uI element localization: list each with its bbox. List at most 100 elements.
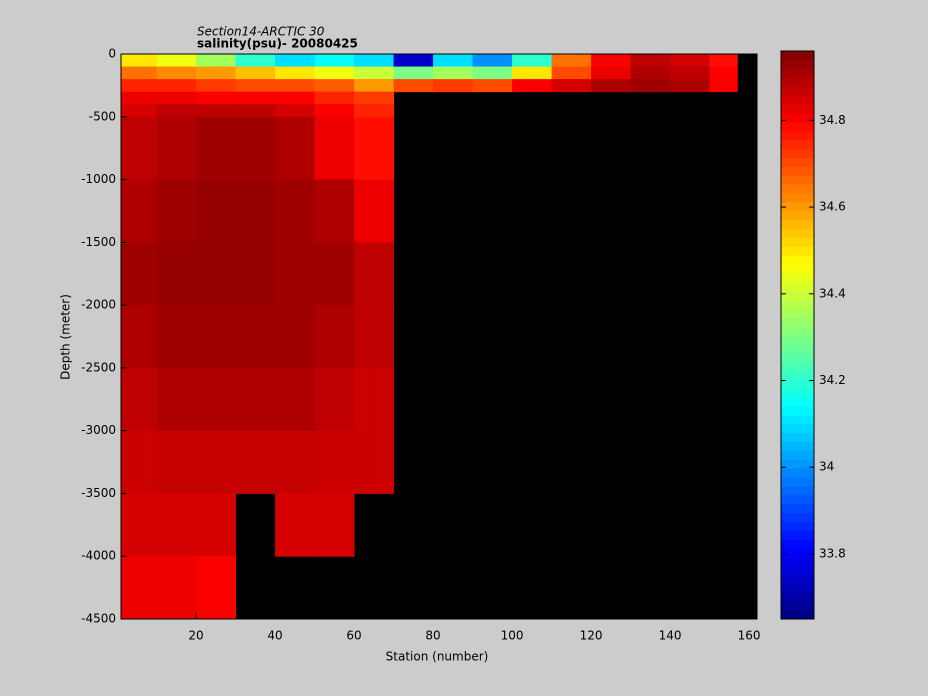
heatmap-cell — [235, 179, 276, 243]
heatmap-cell — [196, 179, 237, 243]
heatmap-cell — [314, 79, 355, 93]
heatmap-cell — [196, 556, 237, 620]
colorbar-swatch — [781, 406, 814, 416]
heatmap-cell — [235, 104, 276, 118]
x-tick-label: 100 — [501, 629, 524, 643]
heatmap-cell — [156, 305, 197, 369]
colorbar-swatch — [781, 494, 814, 505]
colorbar-swatch — [781, 51, 814, 61]
colorbar-swatch — [781, 592, 814, 602]
heatmap-cell — [551, 79, 592, 93]
heatmap-cell — [275, 179, 316, 243]
colorbar-tick-label: 34.2 — [819, 373, 846, 387]
axes: 20 40 60 80 100 120 140 160 -4500 -4000 -3500 -3000… — [81, 47, 760, 643]
colorbar-swatch — [781, 512, 814, 522]
y-tick-label: 0 — [108, 47, 116, 61]
heatmap-cell — [709, 54, 738, 68]
colorbar-swatch — [781, 361, 814, 371]
heatmap-cell — [121, 242, 158, 306]
y-tick-label: -4500 — [81, 612, 116, 626]
colorbar-swatch — [781, 228, 814, 238]
heatmap-cell — [121, 430, 158, 494]
heatmap-cell — [275, 91, 316, 105]
heatmap-cell — [354, 242, 395, 306]
colorbar-swatch — [781, 290, 814, 300]
heatmap-cell — [393, 66, 434, 80]
axes-box — [120, 53, 758, 620]
colorbar-swatch — [781, 175, 814, 185]
heatmap-cell — [196, 242, 237, 306]
heatmap-cell — [630, 79, 671, 93]
heatmap-cell — [354, 179, 395, 243]
heatmap-cell — [275, 493, 316, 557]
heatmap-cell — [314, 367, 355, 432]
heatmap-cell — [196, 116, 237, 181]
heatmap-cell — [156, 116, 197, 181]
heatmap-cell — [121, 116, 158, 181]
colorbar-swatch — [781, 255, 814, 265]
colorbar-swatch — [781, 556, 814, 567]
heatmap-cell — [551, 54, 592, 68]
heatmap-cell — [235, 430, 276, 494]
colorbar-swatch — [781, 184, 814, 194]
colorbar-swatch — [781, 264, 814, 274]
x-tick-label: 80 — [425, 629, 440, 643]
colorbar-swatch — [781, 432, 814, 442]
colorbar-swatch — [781, 59, 814, 70]
heatmap-cell — [512, 79, 553, 93]
heatmap-cell — [314, 493, 355, 557]
colorbar-tick-label: 33.8 — [819, 546, 846, 560]
heatmap-cell — [551, 66, 592, 80]
colorbar-swatch — [781, 468, 814, 478]
heatmap-cell — [314, 430, 355, 494]
heatmap-cell — [472, 66, 513, 80]
colorbar-swatch — [781, 77, 814, 87]
heatmap-cell — [314, 305, 355, 369]
heatmap-cell — [235, 79, 276, 93]
heatmap-cell — [591, 79, 632, 93]
colorbar-swatch — [781, 95, 814, 105]
colorbar-swatch — [781, 237, 814, 247]
heatmap-cell — [670, 66, 711, 80]
heatmap-cell — [121, 556, 158, 620]
colorbar-swatch — [781, 148, 814, 158]
heatmap-cell — [196, 367, 237, 432]
colorbar-swatch — [781, 530, 814, 540]
y-tick-label: -1500 — [81, 235, 116, 249]
heatmap-cell — [393, 79, 434, 93]
colorbar-swatch — [781, 388, 814, 398]
colorbar-swatch — [781, 139, 814, 150]
colorbar-swatch — [781, 335, 814, 345]
colorbar-swatch — [781, 219, 814, 229]
heatmap-cell — [235, 242, 276, 306]
x-tick-label: 120 — [580, 629, 603, 643]
heatmap-cell — [433, 54, 474, 68]
x-tick-label: 160 — [738, 629, 761, 643]
heatmap-cell — [275, 430, 316, 494]
colorbar-swatch — [781, 130, 814, 141]
colorbar-swatch — [781, 246, 814, 256]
colorbar-swatch — [781, 574, 814, 584]
heatmap-cell — [314, 116, 355, 181]
heatmap-cell — [235, 305, 276, 369]
heatmap-cell — [354, 430, 395, 494]
heatmap-cell — [670, 54, 711, 68]
colorbar-swatch — [781, 326, 814, 336]
colorbar-swatch — [781, 370, 814, 380]
heatmap-cell — [630, 66, 671, 80]
heatmap-cell — [591, 66, 632, 80]
colorbar-tick-label: 34 — [819, 460, 834, 474]
colorbar-swatch — [781, 201, 814, 212]
heatmap-cell — [709, 66, 738, 80]
colorbar-swatch — [781, 122, 814, 132]
heatmap-cell — [314, 54, 355, 68]
heatmap-cell — [354, 79, 395, 93]
heatmap-cell — [275, 66, 316, 80]
heatmap-cells — [121, 54, 738, 620]
heatmap-cell — [121, 367, 158, 432]
heatmap-cell — [121, 91, 158, 105]
y-tick-label: -1000 — [81, 172, 116, 186]
colorbar: 33.8 34 34.2 34.4 34.6 34.8 — [780, 50, 846, 620]
colorbar-swatch — [781, 503, 814, 513]
